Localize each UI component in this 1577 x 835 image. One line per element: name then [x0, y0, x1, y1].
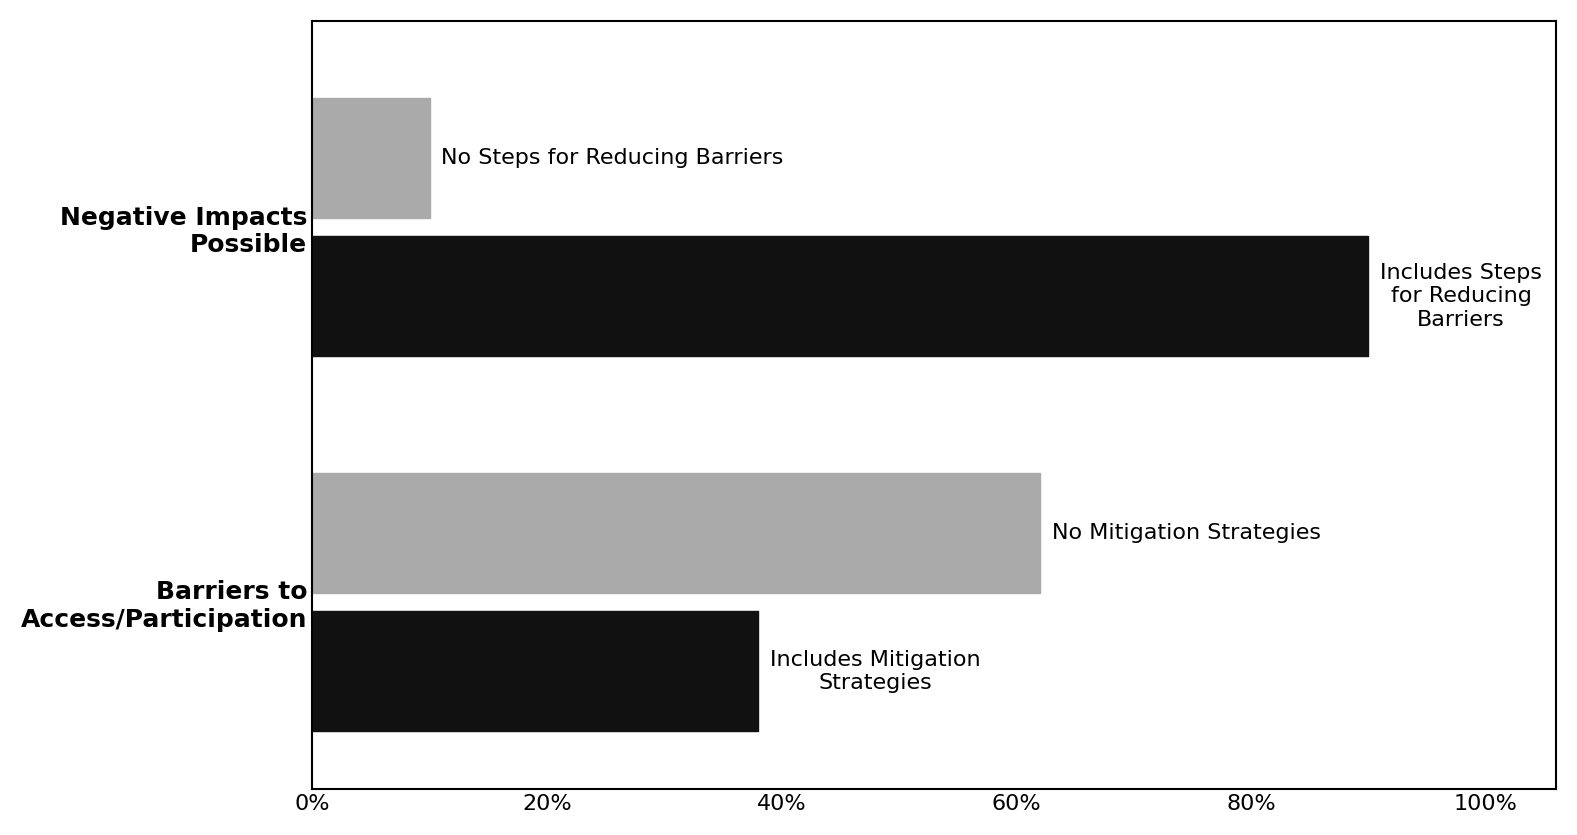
Bar	[312, 611, 759, 731]
Bar	[312, 98, 429, 218]
Text: No Mitigation Strategies: No Mitigation Strategies	[1052, 523, 1320, 543]
Bar	[312, 236, 1369, 357]
Bar	[312, 473, 1039, 593]
Text: Includes Steps
for Reducing
Barriers: Includes Steps for Reducing Barriers	[1380, 263, 1542, 330]
Text: No Steps for Reducing Barriers: No Steps for Reducing Barriers	[442, 148, 784, 168]
Text: Includes Mitigation
Strategies: Includes Mitigation Strategies	[770, 650, 981, 693]
